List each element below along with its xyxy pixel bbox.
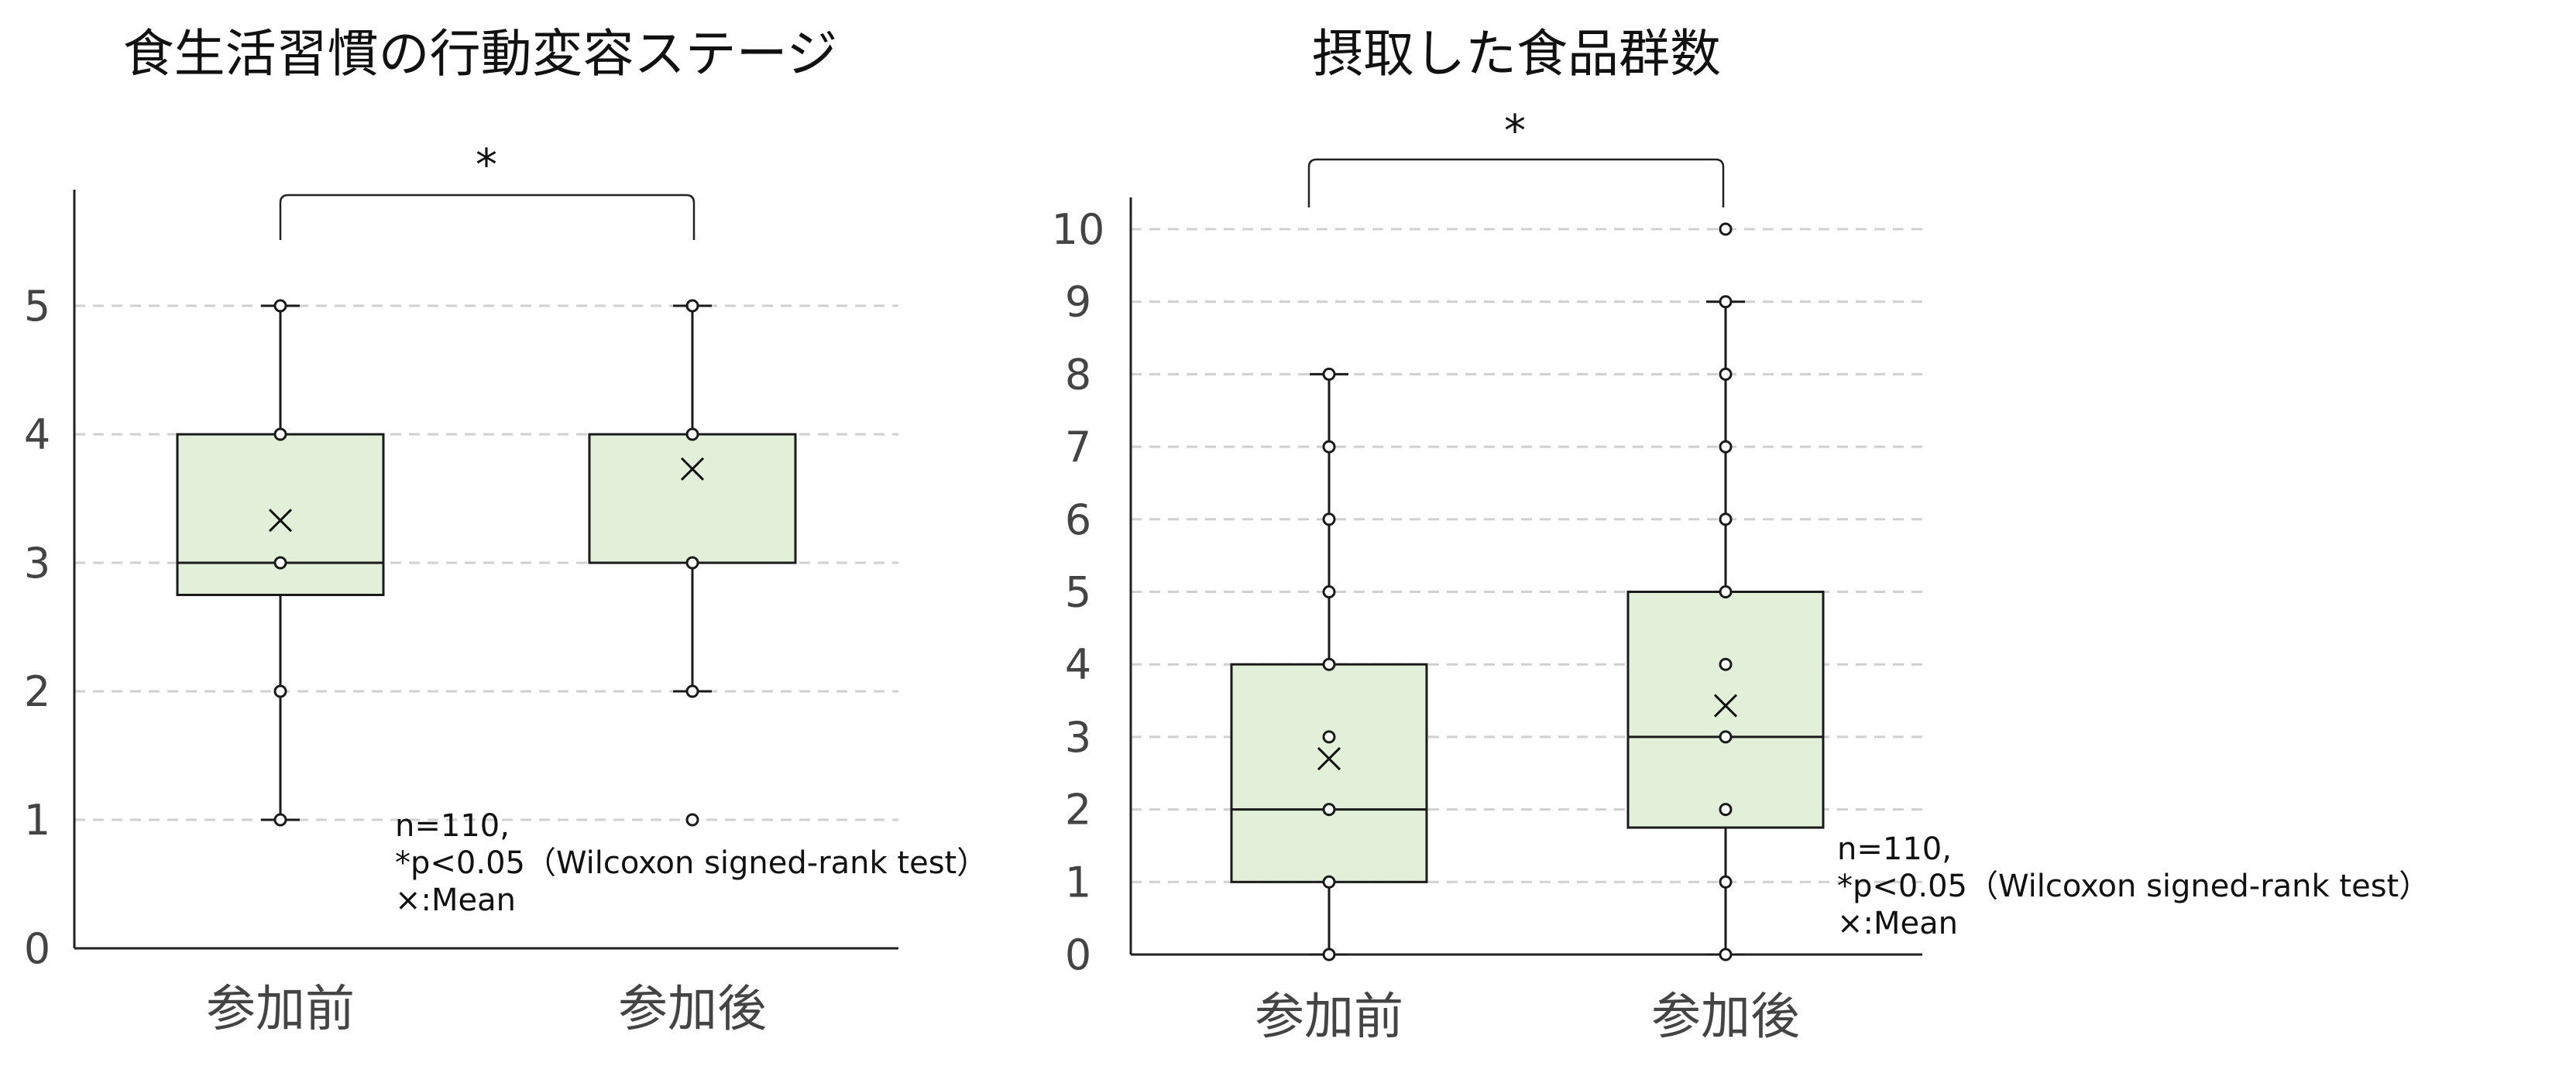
y-tick-label: 5 <box>24 282 50 331</box>
data-point <box>1322 512 1336 526</box>
y-tick-label: 4 <box>24 410 50 459</box>
data-point <box>1719 657 1733 671</box>
note-line: *p<0.05（Wilcoxon signed-rank test） <box>395 845 987 881</box>
data-point <box>1322 730 1336 744</box>
y-tick-labels: 0 1 2 3 4 5 6 7 8 9 10 <box>1052 205 1105 979</box>
mean-stroke <box>1317 746 1341 771</box>
y-tick-label: 8 <box>1065 350 1091 399</box>
mean-marker <box>268 509 293 533</box>
data-point <box>1322 948 1336 961</box>
y-tick-label: 1 <box>1065 858 1091 907</box>
x-tick-label: 参加後 <box>618 981 767 1038</box>
chart-title: 食生活習慣の行動変容ステージ <box>123 24 838 84</box>
data-point <box>1322 875 1336 889</box>
data-point <box>1322 440 1336 454</box>
y-tick-label: 3 <box>24 539 50 588</box>
y-tick-label: 3 <box>1065 713 1091 762</box>
chart-stage: 食生活習慣の行動変容ステージ 0 1 2 3 4 5 * 参加前 参加後 n=110, *… <box>24 24 987 1038</box>
significance-star: * <box>1504 106 1526 156</box>
y-tick-label: 0 <box>24 924 50 973</box>
y-tick-labels: 0 1 2 3 4 5 <box>24 282 50 973</box>
x-tick-label: 参加前 <box>206 981 355 1038</box>
data-point <box>685 299 699 313</box>
note-line: n=110, <box>1837 831 1952 867</box>
data-point <box>1719 730 1733 744</box>
y-tick-label: 0 <box>1065 931 1091 979</box>
note-line: ×:Mean <box>395 883 516 918</box>
chart-food-groups: 摂取した食品群数 0 1 2 3 4 5 6 7 8 9 10 * 参加前 参加後 n=110, *… <box>1052 24 2430 1046</box>
data-point <box>273 556 287 570</box>
data-point <box>685 556 699 570</box>
boxes <box>176 299 797 827</box>
mean-marker <box>1317 746 1341 771</box>
boxes <box>1230 222 1825 961</box>
y-tick-label: 10 <box>1052 205 1105 254</box>
y-tick-label: 2 <box>1065 786 1091 835</box>
data-point <box>1719 367 1733 381</box>
y-tick-label: 5 <box>1065 568 1091 617</box>
data-point <box>273 813 287 827</box>
mean-stroke <box>268 509 293 533</box>
y-tick-label: 9 <box>1065 278 1091 327</box>
data-point <box>1322 585 1336 598</box>
box-after <box>1626 222 1825 961</box>
significance-bracket <box>1307 158 1725 207</box>
data-point <box>273 427 287 441</box>
chart-title: 摂取した食品群数 <box>1312 24 1721 84</box>
data-point <box>1719 948 1733 961</box>
data-point <box>273 684 287 698</box>
data-point <box>1322 803 1336 817</box>
box-iqr <box>1626 591 1825 829</box>
x-tick-label: 参加前 <box>1255 989 1403 1046</box>
box-after <box>588 299 797 827</box>
significance-star: * <box>476 140 497 190</box>
data-point <box>685 427 699 441</box>
data-point <box>1322 367 1336 381</box>
y-tick-label: 1 <box>24 796 50 845</box>
y-tick-label: 2 <box>24 667 50 716</box>
y-tick-label: 6 <box>1065 495 1091 544</box>
x-tick-label: 参加後 <box>1651 989 1800 1046</box>
box-before <box>176 299 385 827</box>
data-point <box>273 299 287 313</box>
box-iqr <box>176 433 385 596</box>
data-point <box>1719 803 1733 817</box>
data-point <box>1719 295 1733 309</box>
mean-stroke <box>680 457 705 481</box>
data-point <box>1719 875 1733 889</box>
data-point <box>1719 512 1733 526</box>
mean-marker <box>1713 694 1738 718</box>
data-point <box>1322 657 1336 671</box>
note-line: *p<0.05（Wilcoxon signed-rank test） <box>1837 869 2430 904</box>
note-line: n=110, <box>395 808 510 844</box>
significance-bracket <box>279 194 696 240</box>
data-point <box>1719 585 1733 598</box>
box-iqr <box>1230 663 1428 883</box>
data-point <box>685 684 699 698</box>
note-line: ×:Mean <box>1837 906 1958 941</box>
data-point <box>1719 440 1733 454</box>
box-before <box>1230 367 1428 961</box>
box-iqr <box>588 433 797 564</box>
data-point <box>685 813 699 827</box>
y-tick-label: 7 <box>1065 423 1091 471</box>
data-point <box>1719 222 1733 236</box>
mean-marker <box>680 457 705 481</box>
mean-stroke <box>1713 694 1738 718</box>
y-tick-label: 4 <box>1065 640 1091 689</box>
